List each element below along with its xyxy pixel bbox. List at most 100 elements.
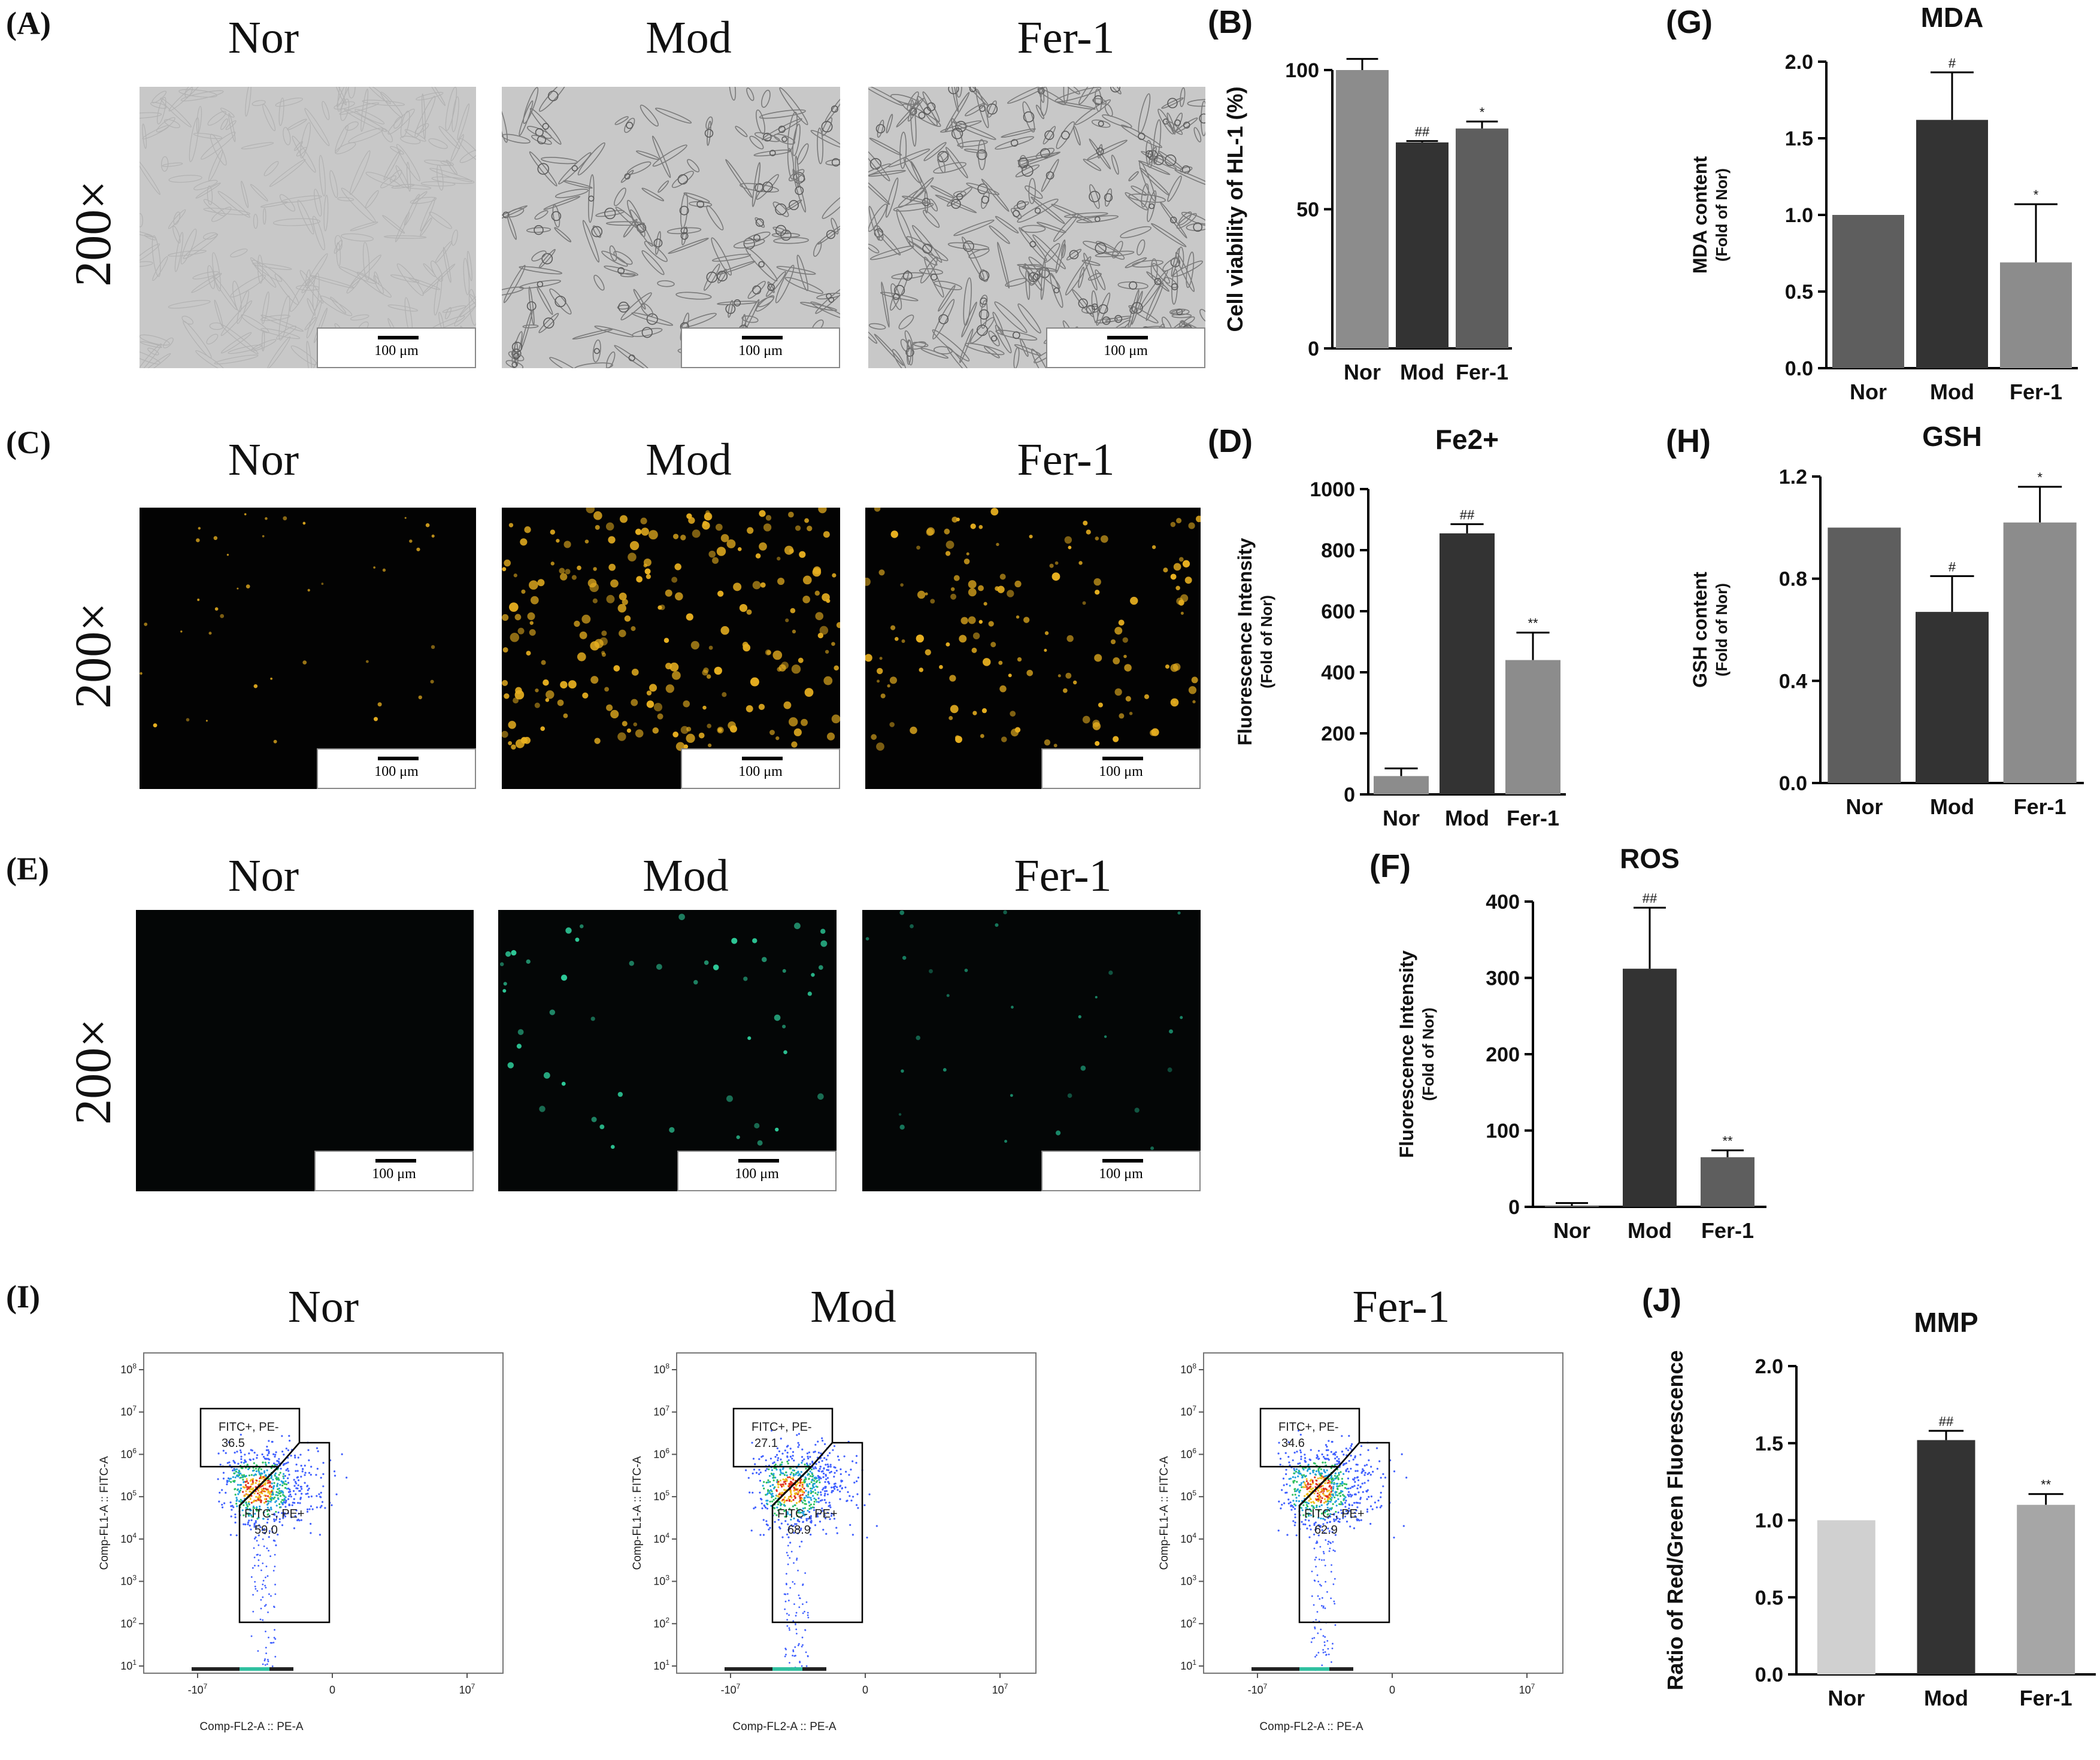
cell-shape: [631, 312, 674, 326]
event-dot: [275, 1477, 277, 1480]
cell-shape: [412, 191, 428, 205]
fluorescent-cell: [708, 645, 713, 650]
cell-shape: [140, 349, 161, 365]
fluorescent-cell: [592, 598, 598, 603]
event-dot: [1334, 1603, 1336, 1605]
cell-shape: [1007, 87, 1048, 104]
event-dot: [823, 1457, 826, 1459]
event-dot: [1314, 1529, 1317, 1531]
cell-shape: [743, 231, 771, 244]
event-dot: [1335, 1451, 1337, 1453]
cell-shape: [1087, 139, 1128, 160]
event-dot: [297, 1501, 299, 1504]
fluorescent-cell: [640, 517, 647, 524]
fluorescent-cell: [646, 700, 654, 708]
group-header-c-fer1: Fer-1: [1017, 435, 1115, 485]
cell-round: [977, 183, 989, 195]
event-dot: [779, 1463, 781, 1466]
event-dot: [807, 1474, 809, 1476]
cell-shape: [206, 333, 219, 345]
event-dot: [796, 1483, 798, 1486]
event-dot: [785, 1653, 787, 1656]
chart-title: MDA: [1921, 2, 1984, 33]
fluorescent-cell: [1151, 545, 1156, 550]
fluorescent-cell: [644, 568, 651, 575]
event-dot: [251, 1470, 254, 1472]
cell-shape: [1094, 318, 1119, 324]
event-dot: [1302, 1523, 1305, 1525]
fluorescent-cell: [619, 592, 627, 600]
event-dot: [766, 1493, 768, 1495]
event-dot: [793, 1489, 796, 1492]
event-dot: [286, 1488, 288, 1490]
cell-shape: [935, 194, 977, 214]
significance-mark: #: [1949, 559, 1956, 574]
fluorescent-cell: [1167, 1067, 1172, 1073]
event-dot: [795, 1502, 798, 1504]
bar-nor: [1545, 1206, 1599, 1207]
fluorescent-cell: [959, 635, 967, 643]
event-dot: [1316, 1483, 1319, 1486]
fluorescent-cell: [785, 618, 789, 623]
event-dot: [334, 1474, 337, 1477]
event-dot: [1314, 1559, 1316, 1561]
event-dot: [793, 1583, 796, 1585]
event-dot: [820, 1494, 822, 1496]
cell-shape: [362, 242, 370, 281]
event-dot: [295, 1470, 297, 1472]
cell-shape: [924, 256, 944, 298]
cell-shape: [1001, 128, 1036, 138]
cell-shape: [869, 137, 902, 156]
event-dot: [270, 1491, 272, 1493]
event-dot: [817, 1474, 819, 1477]
cell-shape: [755, 295, 775, 312]
event-dot: [274, 1540, 276, 1542]
event-dot: [280, 1501, 283, 1503]
event-dot: [1290, 1509, 1293, 1511]
fluorescent-cell: [539, 1106, 546, 1112]
cell-round: [831, 105, 838, 113]
event-dot: [1312, 1471, 1314, 1474]
event-dot: [1307, 1482, 1309, 1485]
x-tick-label: Mod: [1930, 794, 1974, 819]
event-dot: [1294, 1494, 1296, 1496]
cell-round: [969, 87, 977, 93]
event-dot: [1335, 1519, 1337, 1521]
event-dot: [1334, 1577, 1336, 1580]
event-dot: [807, 1494, 810, 1496]
event-dot: [787, 1513, 789, 1515]
event-dot: [1343, 1453, 1345, 1456]
event-dot: [1368, 1459, 1370, 1461]
event-dot: [254, 1486, 257, 1488]
event-dot: [293, 1454, 296, 1456]
cell-shape: [1057, 101, 1096, 110]
event-dot: [1305, 1474, 1307, 1477]
cell-shape: [312, 272, 320, 311]
event-dot: [1293, 1451, 1296, 1454]
event-dot: [1360, 1519, 1362, 1521]
event-dot: [269, 1555, 271, 1557]
event-dot: [243, 1504, 245, 1506]
event-dot: [794, 1504, 796, 1506]
cell-shape: [951, 118, 963, 149]
fluorescent-cell: [1067, 1093, 1072, 1099]
event-dot: [1308, 1524, 1311, 1527]
gate-fitc-pos: [199, 1407, 301, 1468]
event-dot: [263, 1470, 266, 1473]
cell-round: [826, 230, 835, 239]
event-dot: [253, 1537, 256, 1540]
event-dot: [254, 1467, 257, 1470]
event-dot: [1330, 1476, 1332, 1479]
event-dot: [789, 1557, 791, 1559]
scale-bar: 100 μm: [314, 1151, 474, 1191]
event-dot: [1307, 1492, 1309, 1495]
event-dot: [786, 1593, 789, 1595]
event-dot: [263, 1501, 266, 1504]
event-dot: [1295, 1468, 1298, 1470]
event-dot: [834, 1471, 836, 1474]
event-dot: [774, 1497, 777, 1500]
cell-shape: [241, 314, 269, 333]
event-dot: [1325, 1488, 1328, 1491]
fluorescent-cell: [1093, 578, 1101, 586]
event-dot: [284, 1480, 287, 1482]
